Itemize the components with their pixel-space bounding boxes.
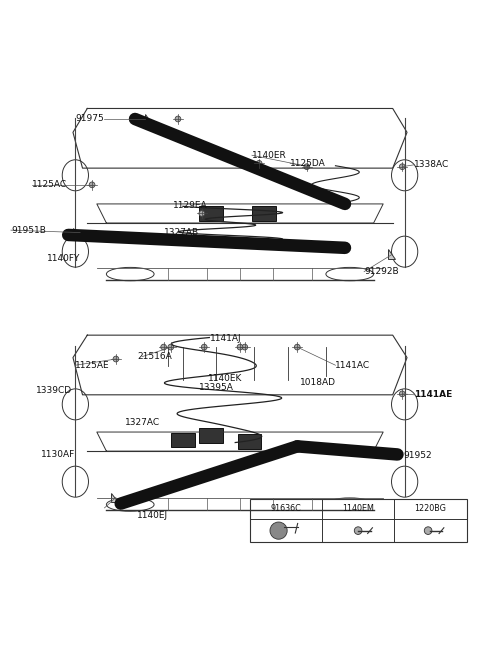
Circle shape (89, 182, 95, 188)
Text: 1338AC: 1338AC (414, 160, 449, 169)
Text: 1339CD: 1339CD (36, 386, 72, 396)
Text: 1141AC: 1141AC (336, 361, 371, 370)
Text: 1018AD: 1018AD (300, 379, 336, 388)
Polygon shape (144, 114, 152, 124)
Text: 1141AE: 1141AE (414, 390, 453, 400)
Bar (171, 433, 195, 447)
Bar (238, 434, 262, 449)
Text: 1140EK: 1140EK (207, 374, 242, 382)
Circle shape (399, 391, 405, 397)
Circle shape (399, 164, 405, 169)
Text: 1130AF: 1130AF (41, 450, 75, 459)
Text: 91636C: 91636C (270, 504, 301, 513)
Circle shape (113, 356, 119, 362)
Circle shape (199, 211, 204, 216)
Bar (199, 428, 223, 443)
Text: 1140EJ: 1140EJ (137, 510, 168, 520)
Text: 1327AC: 1327AC (124, 418, 160, 427)
Text: 1129EA: 1129EA (173, 201, 208, 211)
Text: 1125AC: 1125AC (33, 180, 68, 190)
Bar (199, 206, 223, 220)
Circle shape (161, 344, 167, 350)
Circle shape (304, 164, 310, 169)
Text: 21516A: 21516A (137, 352, 172, 361)
Circle shape (237, 344, 243, 350)
Text: 1220BG: 1220BG (415, 504, 446, 513)
Circle shape (270, 522, 287, 539)
Circle shape (201, 344, 207, 350)
Text: 1141AJ: 1141AJ (210, 335, 241, 344)
Circle shape (354, 527, 362, 535)
Text: 1125DA: 1125DA (290, 159, 326, 168)
Text: 1125AE: 1125AE (75, 361, 110, 370)
Text: 91952: 91952 (403, 451, 432, 461)
Text: 1140EM: 1140EM (342, 504, 374, 513)
Circle shape (175, 116, 181, 122)
Text: 13395A: 13395A (199, 383, 233, 392)
Polygon shape (111, 493, 118, 502)
Text: 91292B: 91292B (364, 267, 399, 276)
Circle shape (294, 344, 300, 350)
Text: 91951B: 91951B (11, 226, 46, 235)
Circle shape (168, 344, 174, 350)
Bar (252, 206, 276, 220)
Polygon shape (388, 249, 395, 259)
Polygon shape (73, 228, 80, 237)
Circle shape (242, 344, 248, 350)
Text: 1140FY: 1140FY (47, 255, 80, 263)
Bar (250, 499, 467, 542)
Circle shape (424, 527, 432, 535)
Circle shape (256, 161, 262, 166)
Text: 91975: 91975 (75, 115, 104, 123)
Text: 1327AB: 1327AB (164, 228, 199, 237)
Text: 1140ER: 1140ER (252, 151, 287, 160)
